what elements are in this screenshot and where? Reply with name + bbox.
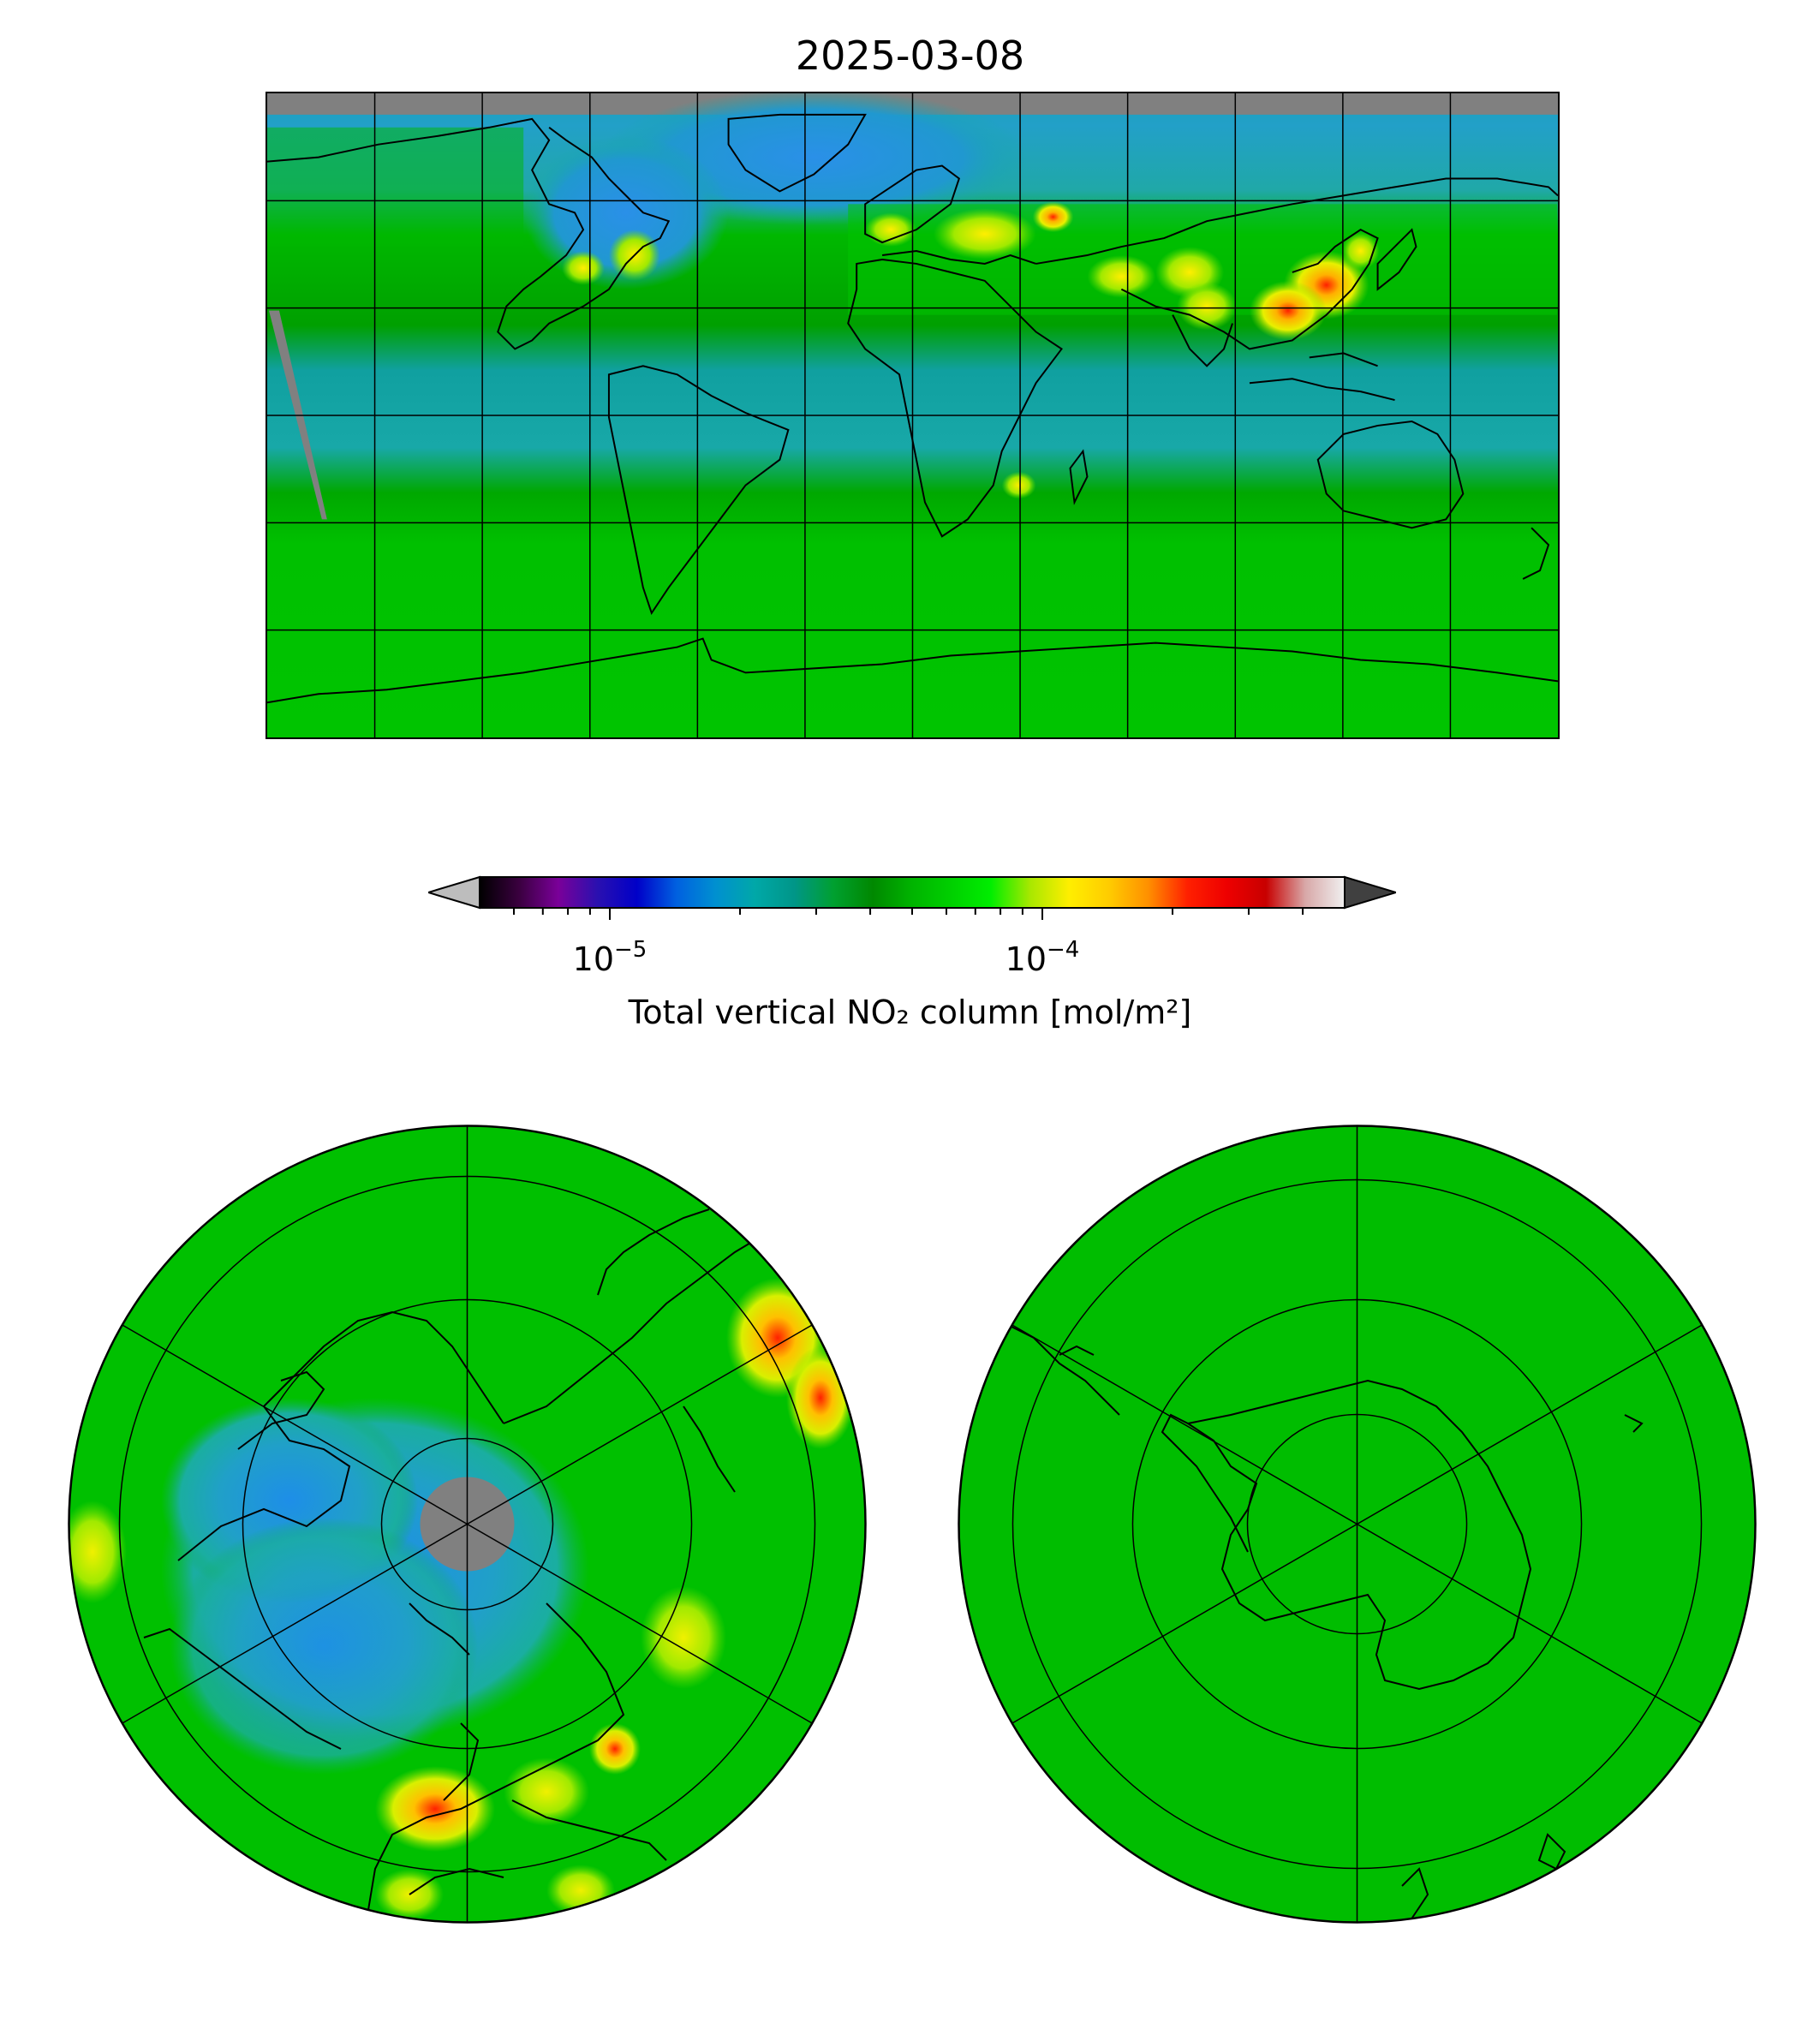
south-polar-map (958, 1125, 1757, 1924)
north-polar-map (68, 1125, 867, 1924)
colorbar-over-arrow (1344, 875, 1396, 910)
colorbar-tick-label-1e-4: 10−4 (1005, 937, 1080, 978)
colorbar: 10−5 10−4 (428, 875, 1396, 978)
colorbar-bar (479, 876, 1346, 909)
colorbar-label: Total vertical NO₂ column [mol/m²] (628, 994, 1192, 1031)
colorbar-under-arrow (428, 875, 480, 910)
global-map (266, 92, 1560, 739)
figure-title: 2025-03-08 (795, 33, 1025, 79)
colorbar-tick-label-1e-5: 10−5 (573, 937, 647, 978)
